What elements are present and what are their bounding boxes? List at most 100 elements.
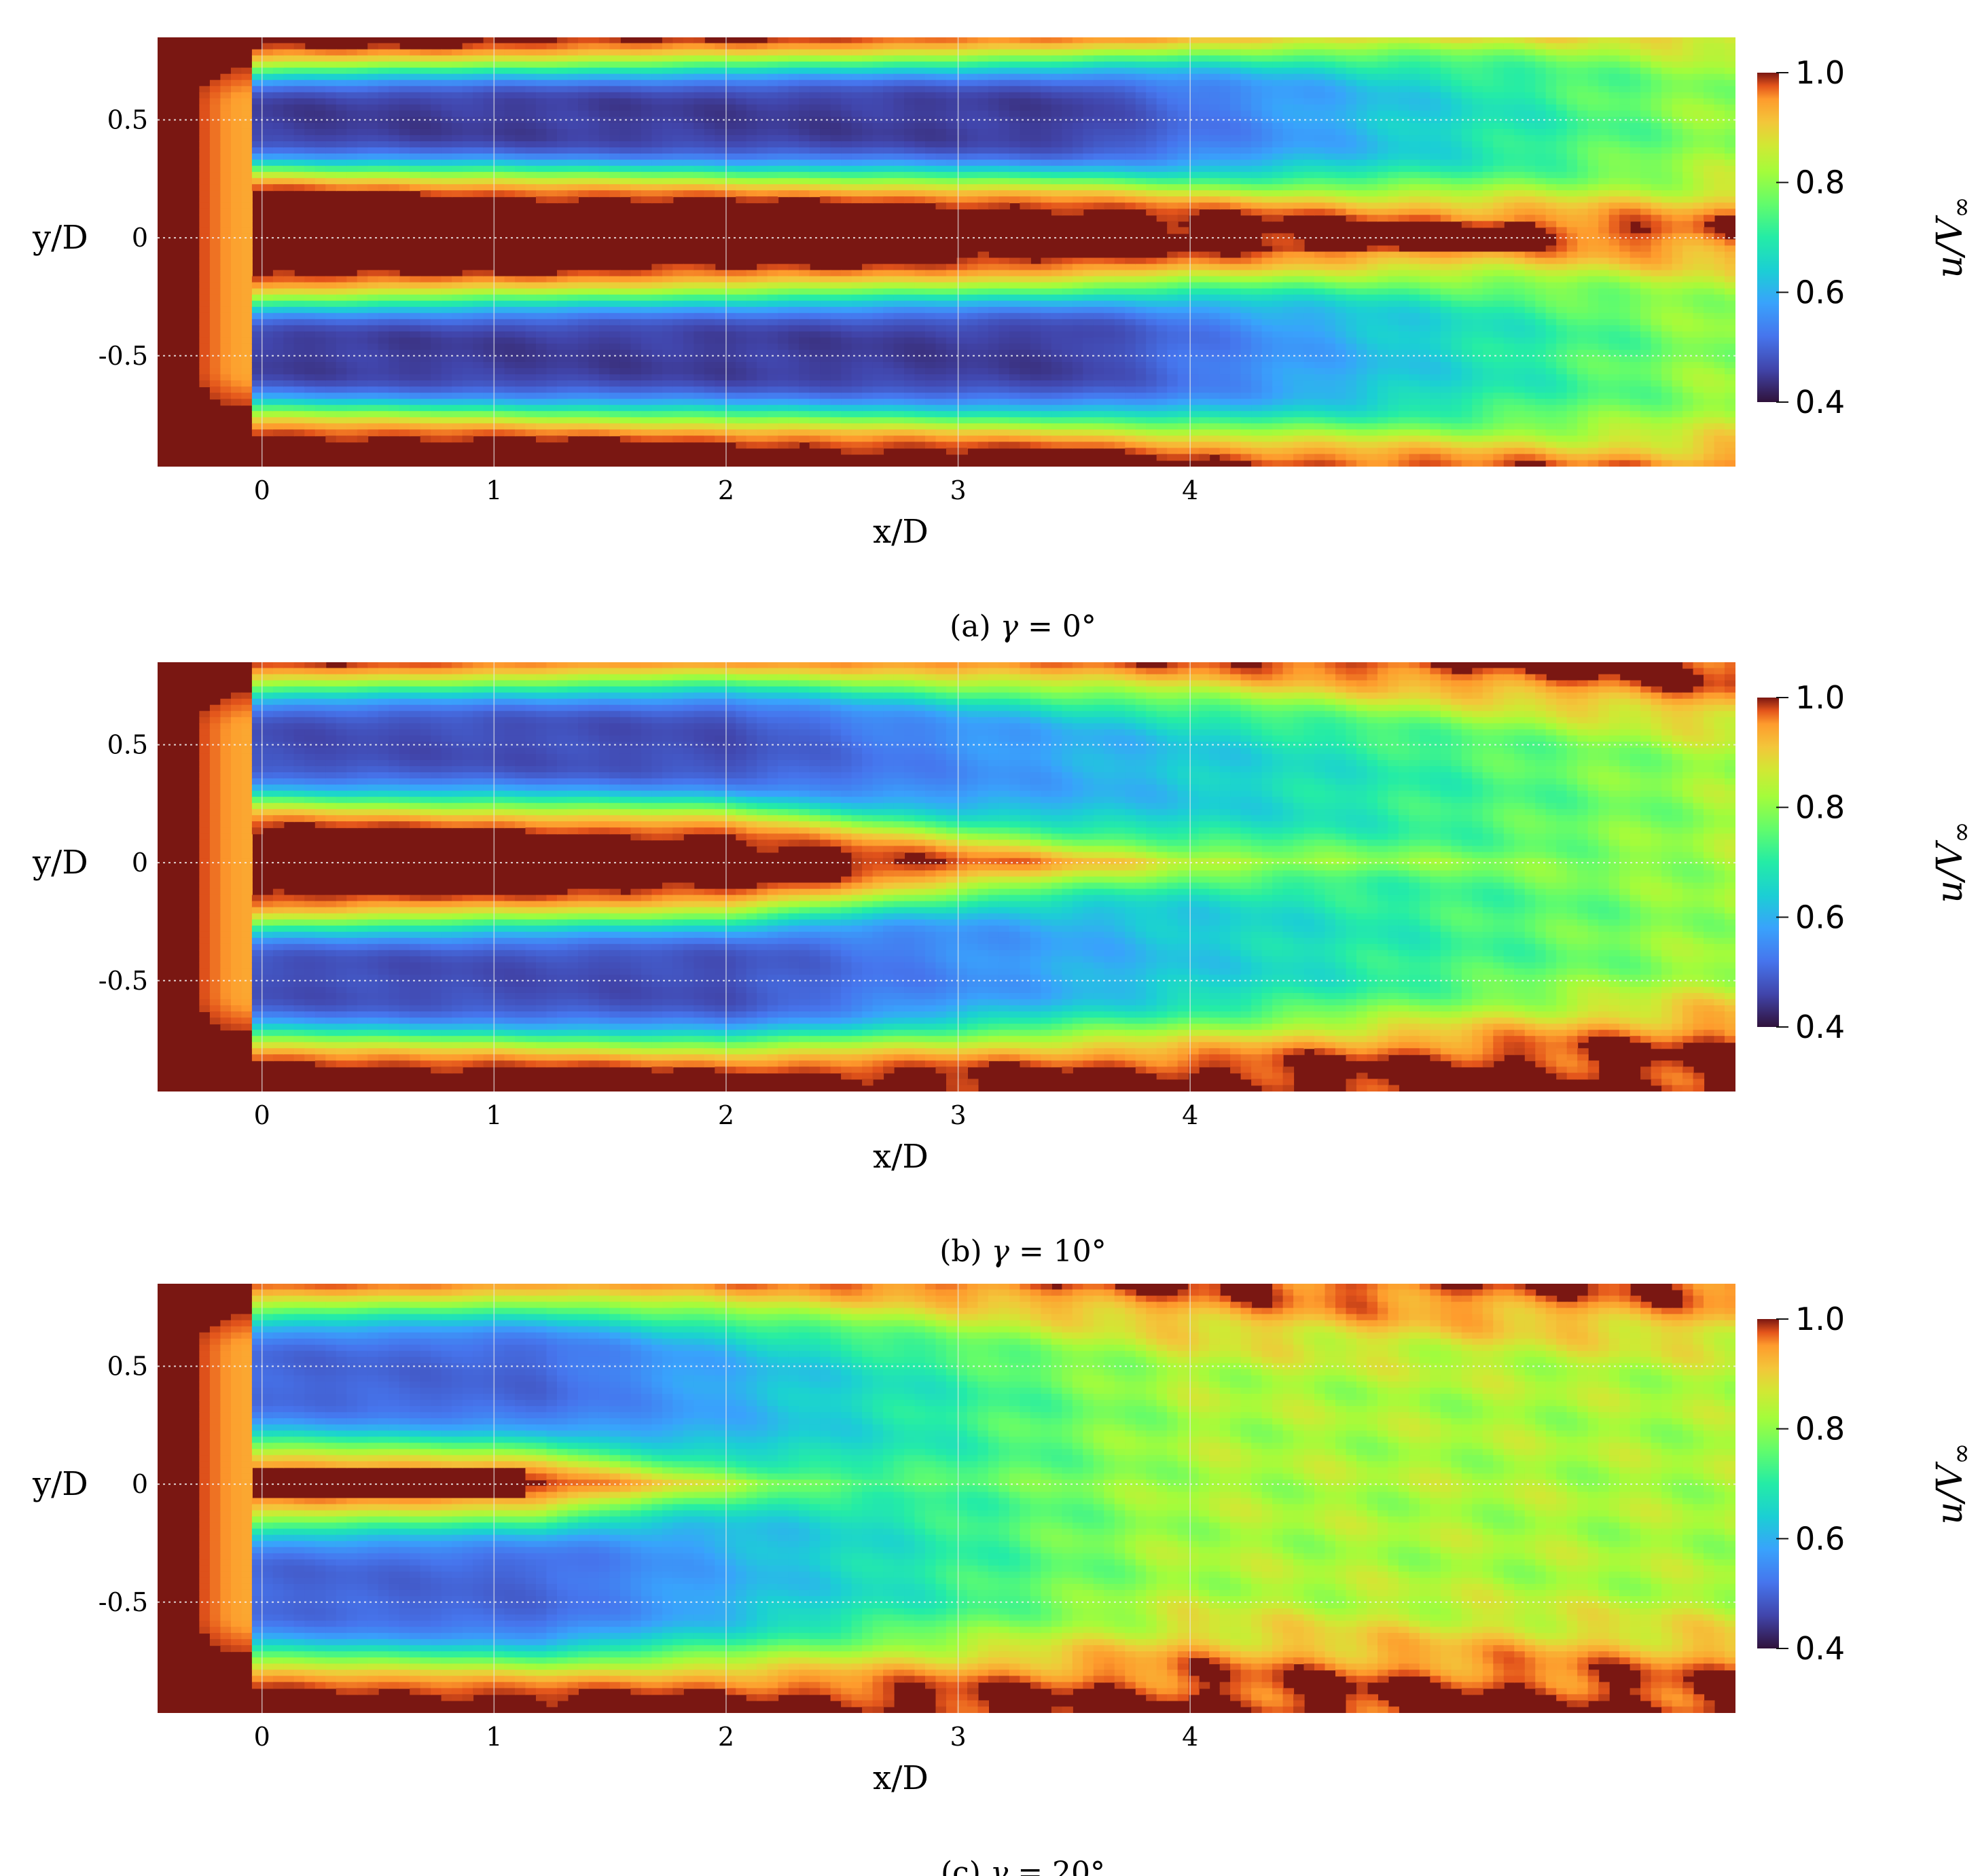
field-cell [694,331,705,338]
field-cell [431,276,442,283]
field-cell [1104,441,1115,449]
field-cell [441,393,453,400]
field-cell [725,43,737,50]
field-cell [619,300,632,308]
field-cell [830,37,842,44]
field-cell [820,49,831,56]
field-cell [725,110,737,118]
field-cell [1009,43,1021,50]
field-cell [431,282,442,289]
field-cell [767,350,779,357]
field-cell [598,282,611,289]
field-cell [841,73,852,81]
field-cell [935,37,947,44]
field-cell [410,343,421,350]
field-cell [946,43,958,50]
field-cell [262,306,274,314]
field-cell [662,276,674,283]
field-cell [830,294,842,302]
field-cell [1093,331,1105,338]
field-cell [272,92,285,99]
field-cell [757,147,768,154]
field-cell [651,110,663,118]
field-cell [736,128,747,136]
field-cell [841,441,852,449]
field-cell [314,374,327,382]
field-cell [1072,356,1084,363]
field-cell [956,337,968,344]
field-cell [420,184,432,192]
field-cell [1125,61,1136,69]
field-cell [1009,300,1021,308]
field-cell [1156,67,1168,75]
field-cell [420,104,432,111]
field-cell [977,154,989,160]
field-cell [1156,128,1168,136]
field-cell [431,294,442,302]
field-cell [830,166,842,173]
field-cell [367,380,379,388]
field-cell [1030,423,1042,431]
field-cell [536,178,547,185]
field-cell [662,294,674,302]
field-cell [588,141,600,148]
field-cell [630,184,642,192]
field-cell [283,350,295,357]
field-cell [220,380,232,388]
field-cell [619,73,632,81]
field-cell [998,282,1010,289]
field-cell [704,282,716,289]
field-cell [672,411,684,418]
field-cell [378,184,390,192]
field-cell [367,312,379,320]
field-cell [557,343,569,350]
field-cell [473,356,484,363]
field-cell [588,325,600,332]
field-cell [1093,288,1105,295]
field-cell [1041,331,1052,338]
field-cell [431,405,442,412]
field-cell [998,104,1010,111]
field-cell [651,166,663,173]
field-cell [1051,147,1063,154]
field-cell [1125,49,1136,56]
field-cell [683,86,695,93]
field-cell [1051,209,1063,216]
field-cell [641,110,653,118]
field-cell [1030,190,1042,198]
field-cell [220,319,232,326]
field-cell [389,67,400,75]
field-cell [346,319,358,326]
field-cell [788,61,800,69]
field-cell [1041,122,1052,130]
field-cell [935,166,947,173]
field-cell [588,172,600,179]
field-cell [904,86,916,93]
field-cell [1146,61,1157,69]
field-cell [410,282,421,289]
field-cell [462,411,474,418]
field-cell [904,128,916,136]
field-cell [935,429,947,437]
field-cell [630,98,642,105]
field-cell [641,337,653,344]
field-cell [862,386,874,394]
field-cell [389,86,400,93]
field-cell [314,154,327,160]
field-cell [462,49,474,56]
field-cell [1062,172,1073,179]
field-cell [683,73,695,81]
field-cell [799,350,810,357]
field-cell [914,122,926,130]
field-cell [272,184,285,192]
field-cell [462,350,474,357]
field-cell [1114,122,1126,130]
field-cell [946,356,958,363]
field-cell [336,312,348,320]
field-cell [925,43,937,50]
field-cell [736,98,747,105]
field-cell [757,429,768,437]
field-cell [557,61,569,69]
field-cell [378,325,390,332]
field-cell [904,399,916,406]
